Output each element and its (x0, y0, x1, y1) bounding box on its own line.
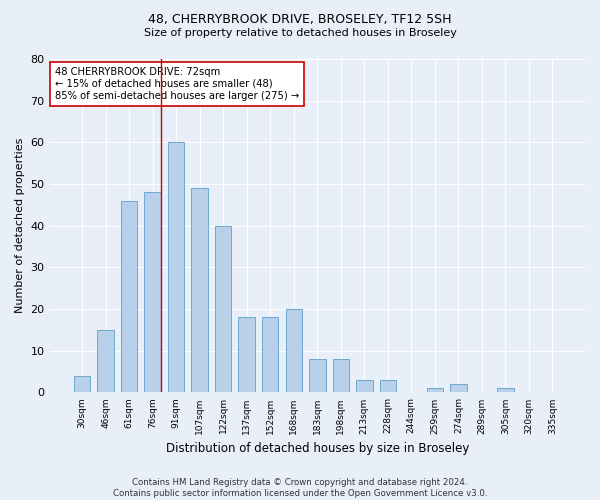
Bar (427, 388, 443, 392)
Y-axis label: Number of detached properties: Number of detached properties (15, 138, 25, 314)
X-axis label: Distribution of detached houses by size in Broseley: Distribution of detached houses by size … (166, 442, 469, 455)
Bar (450, 384, 467, 392)
Bar (215, 226, 232, 392)
Bar (309, 359, 326, 392)
Bar (332, 359, 349, 392)
Bar (356, 380, 373, 392)
Bar (145, 192, 161, 392)
Bar (74, 376, 91, 392)
Bar (121, 200, 137, 392)
Bar (497, 388, 514, 392)
Text: Contains HM Land Registry data © Crown copyright and database right 2024.
Contai: Contains HM Land Registry data © Crown c… (113, 478, 487, 498)
Text: Size of property relative to detached houses in Broseley: Size of property relative to detached ho… (143, 28, 457, 38)
Bar (191, 188, 208, 392)
Bar (380, 380, 396, 392)
Bar (286, 309, 302, 392)
Bar (97, 330, 114, 392)
Bar (262, 318, 278, 392)
Text: 48 CHERRYBROOK DRIVE: 72sqm
← 15% of detached houses are smaller (48)
85% of sem: 48 CHERRYBROOK DRIVE: 72sqm ← 15% of det… (55, 68, 299, 100)
Bar (168, 142, 184, 392)
Bar (238, 318, 255, 392)
Text: 48, CHERRYBROOK DRIVE, BROSELEY, TF12 5SH: 48, CHERRYBROOK DRIVE, BROSELEY, TF12 5S… (148, 12, 452, 26)
